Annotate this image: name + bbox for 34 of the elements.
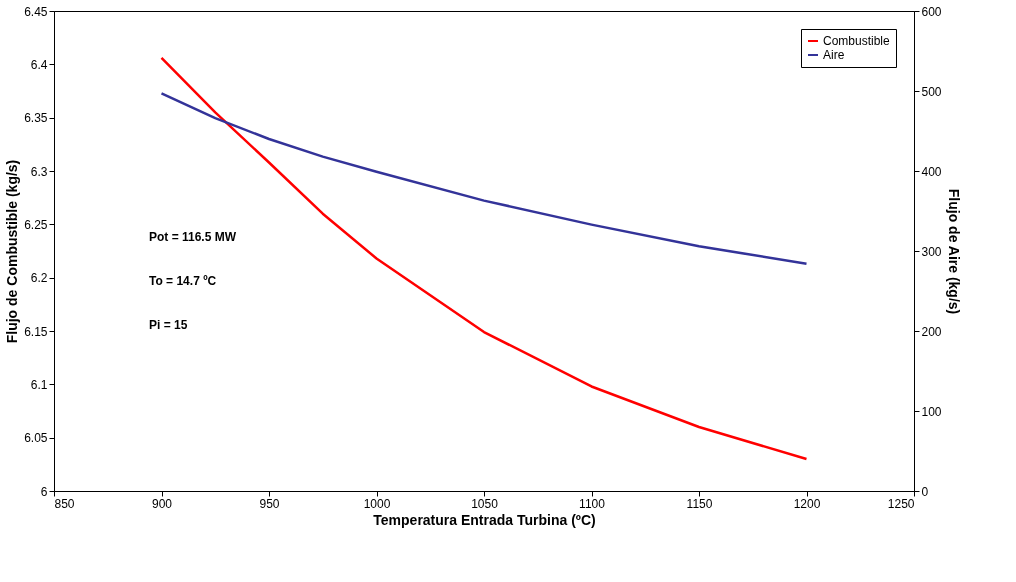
x-tick-label: 1100 [579,496,606,511]
x-tick-label: 1000 [363,496,391,511]
y-tick-label: 6.2 [30,271,48,286]
legend-label: Aire [823,48,845,62]
y-tick-label: 6.1 [30,377,48,392]
y2-tick-label: 300 [921,244,942,259]
y2-tick-label: 400 [921,164,942,179]
x-tick-label: 1250 [887,496,915,511]
x-tick-label: 900 [151,496,173,511]
y2-axis-title: Flujo de Aire (kg/s) [945,188,962,315]
y-tick-label: 6.45 [24,4,48,19]
y-tick-label: 6.35 [24,111,48,126]
x-tick-label: 1050 [471,496,499,511]
legend-label: Combustible [823,34,891,48]
annotation: To = 14.7 ºC [149,273,217,288]
y-tick-label: 6 [40,484,48,499]
y2-tick-label: 500 [921,84,942,99]
y-tick-label: 6.25 [24,217,48,232]
y-tick-label: 6.3 [30,164,48,179]
y2-tick-label: 600 [921,4,942,19]
annotation: Pot = 116.5 MW [149,229,237,244]
x-axis-title: Temperatura Entrada Turbina (ºC) [373,511,596,528]
y2-tick-label: 200 [921,324,942,339]
y2-tick-label: 0 [921,484,929,499]
y-tick-label: 6.15 [24,324,48,339]
x-tick-label: 1200 [793,496,821,511]
annotation: Pi = 15 [149,317,188,332]
x-tick-label: 950 [259,496,280,511]
y2-tick-label: 100 [921,404,942,419]
y-tick-label: 6.05 [24,431,48,446]
y-tick-label: 6.4 [30,57,48,72]
x-tick-label: 1150 [686,496,713,511]
x-tick-label: 850 [54,496,75,511]
y-axis-title: Flujo de Combustible (kg/s) [4,159,21,344]
